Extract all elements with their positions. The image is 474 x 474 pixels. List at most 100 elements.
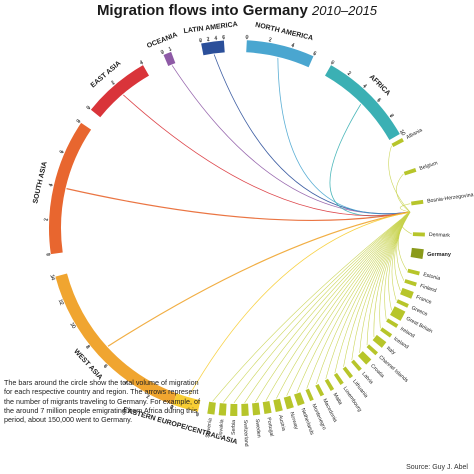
- tick-label: 6: [312, 51, 317, 58]
- country-segment-ireland: [386, 318, 399, 328]
- tick-mark: [77, 120, 81, 123]
- flow-chord-lithuania: [343, 211, 411, 367]
- country-segment-channel-islands: [366, 344, 379, 356]
- country-segment-slovenia: [207, 401, 216, 415]
- tick-mark: [400, 131, 404, 134]
- country-segment-greece: [396, 299, 409, 308]
- country-segment-norway: [283, 395, 294, 410]
- flow-chord-channel-islands: [366, 211, 411, 346]
- tick-label: 0: [44, 253, 50, 257]
- country-label-slovenia: Slovenia: [205, 418, 214, 439]
- title-years: 2010–2015: [311, 3, 378, 18]
- country-label-albania: Albania: [405, 127, 423, 140]
- country-segment-slovakia: [218, 403, 227, 416]
- country-label-france: France: [415, 294, 432, 305]
- tick-label: 2: [346, 71, 352, 78]
- chart-title: Migration flows into Germany 2010–2015: [0, 2, 474, 19]
- tick-label: 2: [169, 405, 174, 412]
- country-segment-sweden: [252, 402, 261, 416]
- tick-mark: [161, 51, 164, 55]
- tick-mark: [171, 405, 173, 409]
- country-segment-iceland: [380, 327, 393, 338]
- tick-label: 4: [139, 60, 145, 67]
- country-label-estonia: Estonia: [422, 272, 440, 282]
- tick-label: 4: [48, 183, 55, 187]
- country-label-greece: Greece: [410, 305, 428, 318]
- tick-mark: [331, 61, 334, 65]
- country-segment-macedonia: [315, 383, 325, 397]
- flow-chord-austria: [276, 211, 411, 399]
- country-segment-great-britain: [390, 306, 406, 321]
- flow-chord-north-america: [277, 57, 411, 215]
- country-segment-malta: [324, 378, 335, 391]
- country-label-sweden: Sweden: [254, 419, 262, 438]
- flow-chord-netherlands: [296, 211, 411, 393]
- flow-chord-slovakia: [223, 211, 411, 403]
- tick-label: 8: [84, 344, 91, 350]
- title-main: Migration flows into Germany: [96, 2, 308, 19]
- source-credit: Source: Guy J. Abel: [406, 464, 468, 471]
- tick-label: 2: [44, 218, 50, 221]
- tick-mark: [363, 85, 366, 88]
- country-segment-portugal: [262, 400, 272, 414]
- tick-mark: [51, 276, 55, 278]
- tick-mark: [347, 72, 351, 76]
- flow-chord-belgium: [396, 173, 411, 213]
- country-label-channel-islands: Channel Islands: [377, 355, 409, 385]
- country-label-croatia: Croatia: [369, 363, 385, 379]
- country-segment-belgium: [403, 168, 417, 176]
- tick-mark: [59, 301, 63, 303]
- region-arc-africa: [325, 65, 400, 140]
- flow-chord-norway: [286, 211, 411, 396]
- flow-chord-macedonia: [316, 211, 411, 385]
- country-label-ireland: Ireland: [399, 326, 416, 339]
- tick-label: 10: [68, 322, 76, 330]
- tick-label: 2: [206, 36, 210, 42]
- tick-mark: [60, 151, 64, 153]
- tick-label: 0: [86, 105, 93, 111]
- region-label-south-asia: SOUTH ASIA: [32, 161, 48, 204]
- flow-chords: [66, 54, 413, 404]
- tick-mark: [86, 345, 90, 348]
- flow-chord-latvia: [351, 211, 411, 361]
- country-label-norway: Norway: [288, 411, 299, 430]
- tick-mark: [147, 394, 149, 398]
- country-segment-denmark: [412, 232, 425, 237]
- tick-label: 6: [375, 97, 382, 103]
- flow-chord-serbia: [233, 211, 411, 404]
- country-label-switzerland: Switzerland: [242, 420, 249, 447]
- region-arc-west-asia: [55, 273, 177, 405]
- tick-mark: [71, 324, 75, 327]
- country-label-italy: Italy: [385, 345, 396, 356]
- tick-label: 4: [361, 83, 367, 90]
- tick-mark: [389, 114, 393, 118]
- country-label-germany: Germany: [427, 252, 452, 258]
- region-arc-latin-america: [201, 40, 225, 56]
- tick-label: 0: [160, 49, 165, 56]
- country-segment-finland: [404, 279, 417, 287]
- country-segment-croatia: [357, 351, 372, 365]
- tick-mark: [140, 61, 143, 65]
- tick-label: 8: [76, 119, 83, 125]
- country-label-austria: Austria: [277, 414, 287, 431]
- flow-chord-luxembourg: [334, 211, 411, 374]
- tick-mark: [49, 184, 53, 186]
- region-arc-eastern-europe-central-asia: [172, 393, 201, 412]
- country-label-bosnia-herzegovina: Bosnia-Herzegovina: [427, 192, 474, 204]
- flow-chord-bosnia-herzegovina: [399, 203, 411, 213]
- flow-chord-eastern-europe-central-asia: [188, 211, 411, 397]
- tick-label: 12: [57, 298, 65, 306]
- country-label-serbia: Serbia: [231, 420, 237, 435]
- country-segment-bosnia-herzegovina: [411, 199, 424, 206]
- region-label-north-america: NORTH AMERICA: [254, 22, 313, 43]
- tick-label: 10: [398, 129, 406, 137]
- tick-label: 4: [290, 42, 295, 49]
- region-arcs: 01024602460246810024024680246810121402: [44, 35, 407, 419]
- tick-label: 0: [245, 35, 248, 41]
- tick-label: 8: [388, 113, 395, 119]
- tick-mark: [377, 99, 380, 102]
- country-segment-latvia: [351, 359, 362, 372]
- flow-chord-switzerland: [244, 211, 411, 403]
- tick-mark: [291, 44, 294, 48]
